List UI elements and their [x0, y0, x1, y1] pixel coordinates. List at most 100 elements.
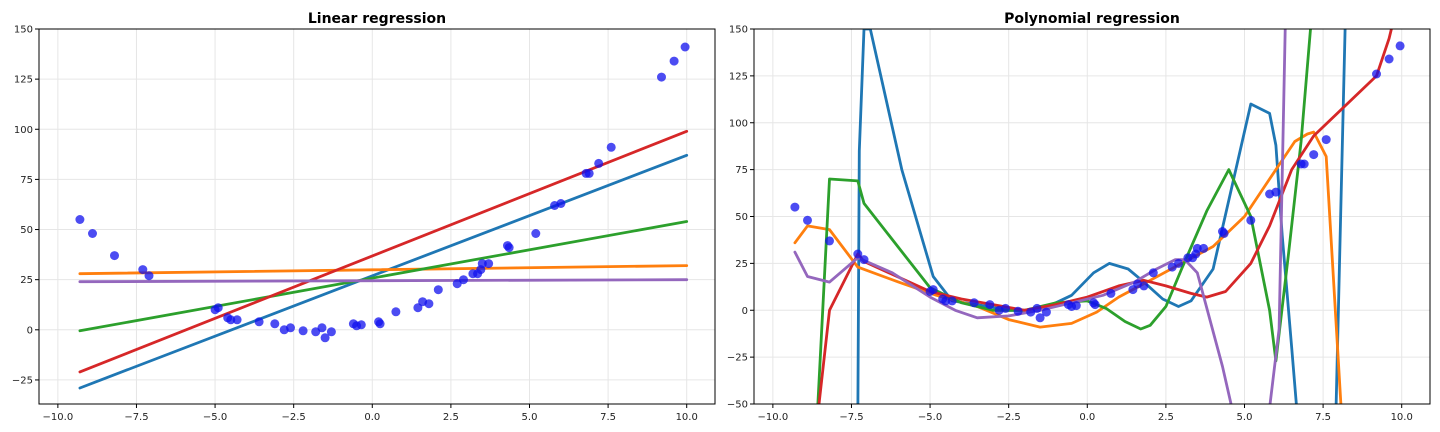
data-point-13 [1001, 303, 1010, 313]
x-tick-label: −5.0 [918, 412, 942, 423]
data-point-42 [584, 168, 594, 178]
y-tick-label: −25 [12, 375, 33, 386]
data-point-18 [326, 327, 336, 337]
y-tick-label: 150 [729, 25, 748, 36]
data-point-17 [1035, 313, 1045, 323]
data-point-9 [232, 315, 242, 325]
data-point-24 [1106, 288, 1116, 298]
data-point-40 [1271, 187, 1281, 197]
data-point-44 [1321, 135, 1331, 145]
data-point-45 [657, 72, 666, 82]
data-point-30 [459, 275, 468, 285]
series-line-red [78, 129, 689, 374]
data-point-43 [1309, 150, 1319, 160]
data-point-8 [226, 315, 236, 325]
data-point-16 [1032, 303, 1042, 313]
polynomial-regression-chart: −10.0 −7.5 −5.0 −2.5 0.0 2.5 5.0 7.5 10.0 −50 −25 0… [727, 11, 1431, 423]
data-point-17 [320, 333, 330, 343]
data-point-11 [985, 300, 995, 310]
data-point-44 [606, 142, 616, 152]
data-point-6 [928, 285, 938, 295]
data-point-45 [1372, 69, 1381, 79]
y-tick-label: 25 [735, 259, 748, 270]
data-point-24 [391, 307, 401, 317]
y-tick-label: 25 [20, 275, 33, 286]
data-point-13 [286, 323, 295, 333]
data-point-4 [144, 271, 154, 281]
x-tick-label: −2.5 [997, 412, 1021, 423]
series-line-orange [78, 264, 689, 276]
y-tick-label: 0 [742, 306, 748, 317]
y-tick-label: 75 [735, 165, 748, 176]
data-point-34 [1192, 243, 1202, 253]
x-tick-label: −10.0 [43, 412, 74, 423]
x-tick-label: −10.0 [758, 412, 789, 423]
x-tick-label: −5.0 [203, 412, 227, 423]
data-point-1 [803, 215, 812, 225]
y-tick-label: 75 [20, 175, 33, 186]
x-tick-label: 10.0 [676, 412, 698, 423]
x-tick-label: 2.5 [443, 412, 459, 423]
data-point-23 [375, 319, 385, 329]
chart-title: Linear regression [308, 11, 446, 27]
x-tick-label: 7.5 [600, 412, 616, 423]
data-point-47 [1395, 41, 1405, 51]
data-point-23 [1090, 300, 1100, 310]
data-point-9 [947, 296, 957, 306]
linear-regression-chart: −10.0 −7.5 −5.0 −2.5 0.0 2.5 5.0 7.5 10.0 −25 0 25 5… [12, 11, 716, 423]
y-tick-label: 125 [14, 75, 33, 86]
series-line-purple [78, 278, 689, 284]
data-point-43 [594, 158, 604, 168]
data-point-47 [680, 42, 690, 52]
data-point-10 [254, 317, 264, 327]
series-line-green [78, 220, 689, 333]
data-point-0 [75, 215, 85, 224]
data-point-27 [1139, 281, 1149, 291]
y-tick-label: 50 [20, 225, 33, 236]
plot-area [75, 42, 690, 390]
data-point-28 [1148, 268, 1158, 278]
x-tick-label: 10.0 [1391, 412, 1413, 423]
y-tick-label: 150 [14, 25, 33, 36]
data-point-10 [969, 298, 979, 308]
series-line-orange [793, 130, 1343, 404]
x-tick-label: −7.5 [839, 412, 863, 423]
x-tick-label: 0.0 [364, 412, 380, 423]
data-point-42 [1299, 159, 1309, 169]
data-point-38 [1246, 215, 1256, 225]
data-point-4 [859, 255, 869, 265]
x-tick-label: 2.5 [1158, 412, 1174, 423]
chart-title: Polynomial regression [1004, 11, 1180, 27]
x-tick-label: −2.5 [282, 412, 306, 423]
series-line-blue [78, 153, 689, 390]
data-point-37 [1219, 228, 1229, 238]
data-point-46 [669, 56, 679, 66]
data-point-46 [1384, 54, 1394, 64]
data-point-21 [1071, 301, 1081, 311]
data-point-6 [213, 303, 223, 313]
data-point-8 [941, 296, 951, 306]
y-tick-label: −25 [727, 353, 748, 364]
data-point-40 [556, 199, 566, 208]
y-tick-label: 50 [735, 212, 748, 223]
data-point-35 [1199, 243, 1209, 253]
plot-area [790, 29, 1405, 404]
data-point-16 [317, 323, 327, 333]
series-line-purple [793, 29, 1287, 404]
data-point-30 [1174, 258, 1183, 268]
data-point-38 [531, 229, 541, 238]
data-point-18 [1041, 307, 1051, 317]
data-point-3 [853, 249, 863, 259]
y-tick-label: 0 [27, 325, 33, 336]
data-point-27 [424, 299, 434, 309]
data-point-37 [504, 243, 514, 253]
x-tick-label: 5.0 [522, 412, 538, 423]
data-point-34 [477, 259, 487, 269]
y-tick-label: −50 [727, 400, 748, 411]
data-point-0 [790, 202, 800, 212]
series-line-green [816, 29, 1312, 404]
x-tick-label: 0.0 [1079, 412, 1095, 423]
data-point-2 [825, 236, 834, 246]
data-point-1 [88, 229, 97, 238]
